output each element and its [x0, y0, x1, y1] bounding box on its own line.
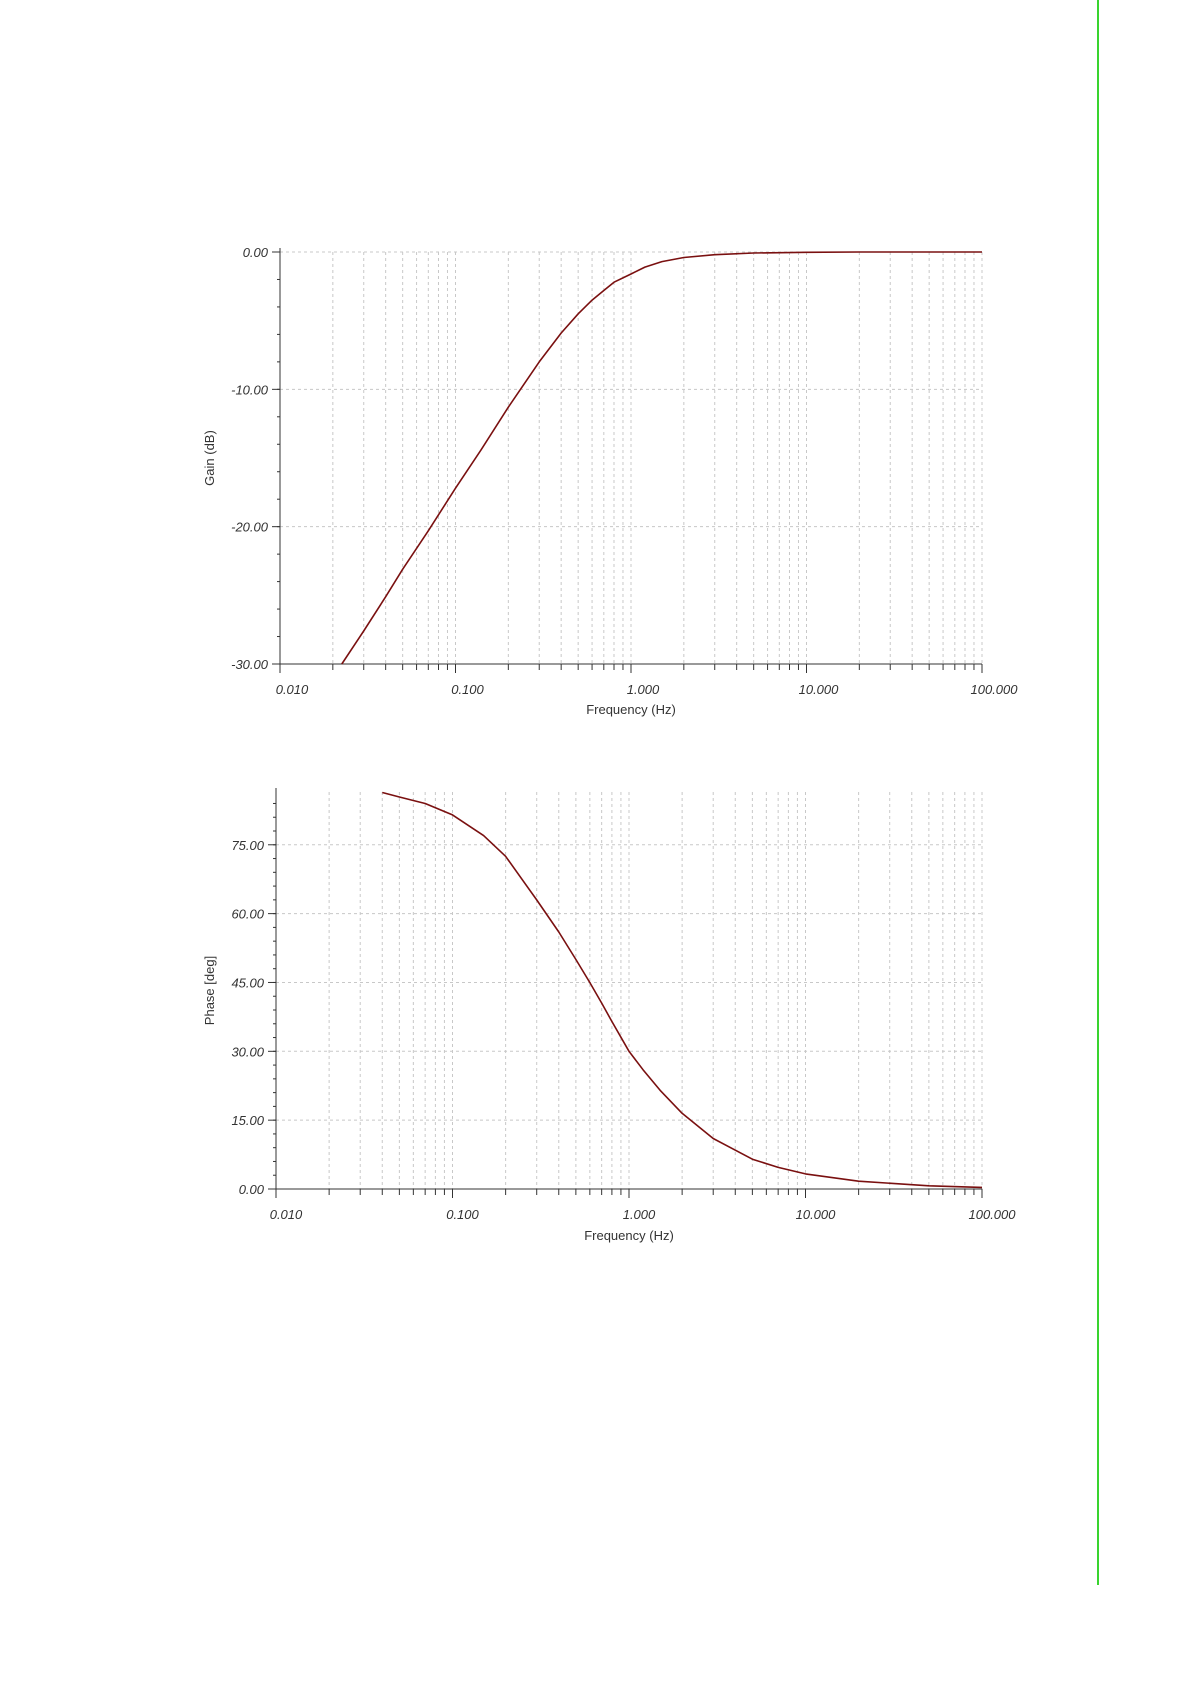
x-tick-label: 0.100: [451, 682, 484, 697]
x-tick-label: 10.000: [799, 682, 840, 697]
x-axis-title: Frequency (Hz): [586, 702, 676, 717]
y-tick-label: -10.00: [231, 382, 269, 397]
y-tick-label: 0.00: [243, 245, 269, 260]
x-tick-label: 0.010: [270, 1207, 303, 1222]
y-tick-label: 0.00: [239, 1182, 265, 1197]
y-tick-label: 75.00: [231, 838, 264, 853]
x-tick-label: 100.000: [971, 682, 1019, 697]
x-tick-label: 100.000: [969, 1207, 1017, 1222]
page-edge-accent-bar: [1097, 0, 1099, 1585]
gain-chart: 0.00 -10.00 -20.00 -30.00 0.010 0.100 1.000 10.…: [202, 245, 1019, 717]
y-tick-label: 60.00: [231, 907, 264, 922]
phase-chart: 75.00 60.00 45.00 30.00 15.00 0.00 0.010 0.100 1…: [202, 788, 1017, 1243]
x-tick-label: 10.000: [796, 1207, 837, 1222]
y-tick-label: 45.00: [231, 975, 264, 990]
y-axis-title: Gain (dB): [202, 430, 217, 486]
x-tick-label: 1.000: [623, 1207, 656, 1222]
x-axis-title: Frequency (Hz): [584, 1228, 674, 1243]
y-tick-label: -30.00: [231, 657, 269, 672]
x-tick-label: 0.100: [446, 1207, 479, 1222]
series-line: [341, 251, 982, 665]
y-axis-title: Phase [deg]: [202, 956, 217, 1025]
y-tick-label: 15.00: [231, 1113, 264, 1128]
series-line: [382, 791, 983, 1189]
x-tick-label: 0.010: [276, 682, 309, 697]
x-tick-label: 1.000: [627, 682, 660, 697]
y-tick-label: -20.00: [231, 520, 269, 535]
y-tick-label: 30.00: [231, 1044, 264, 1059]
